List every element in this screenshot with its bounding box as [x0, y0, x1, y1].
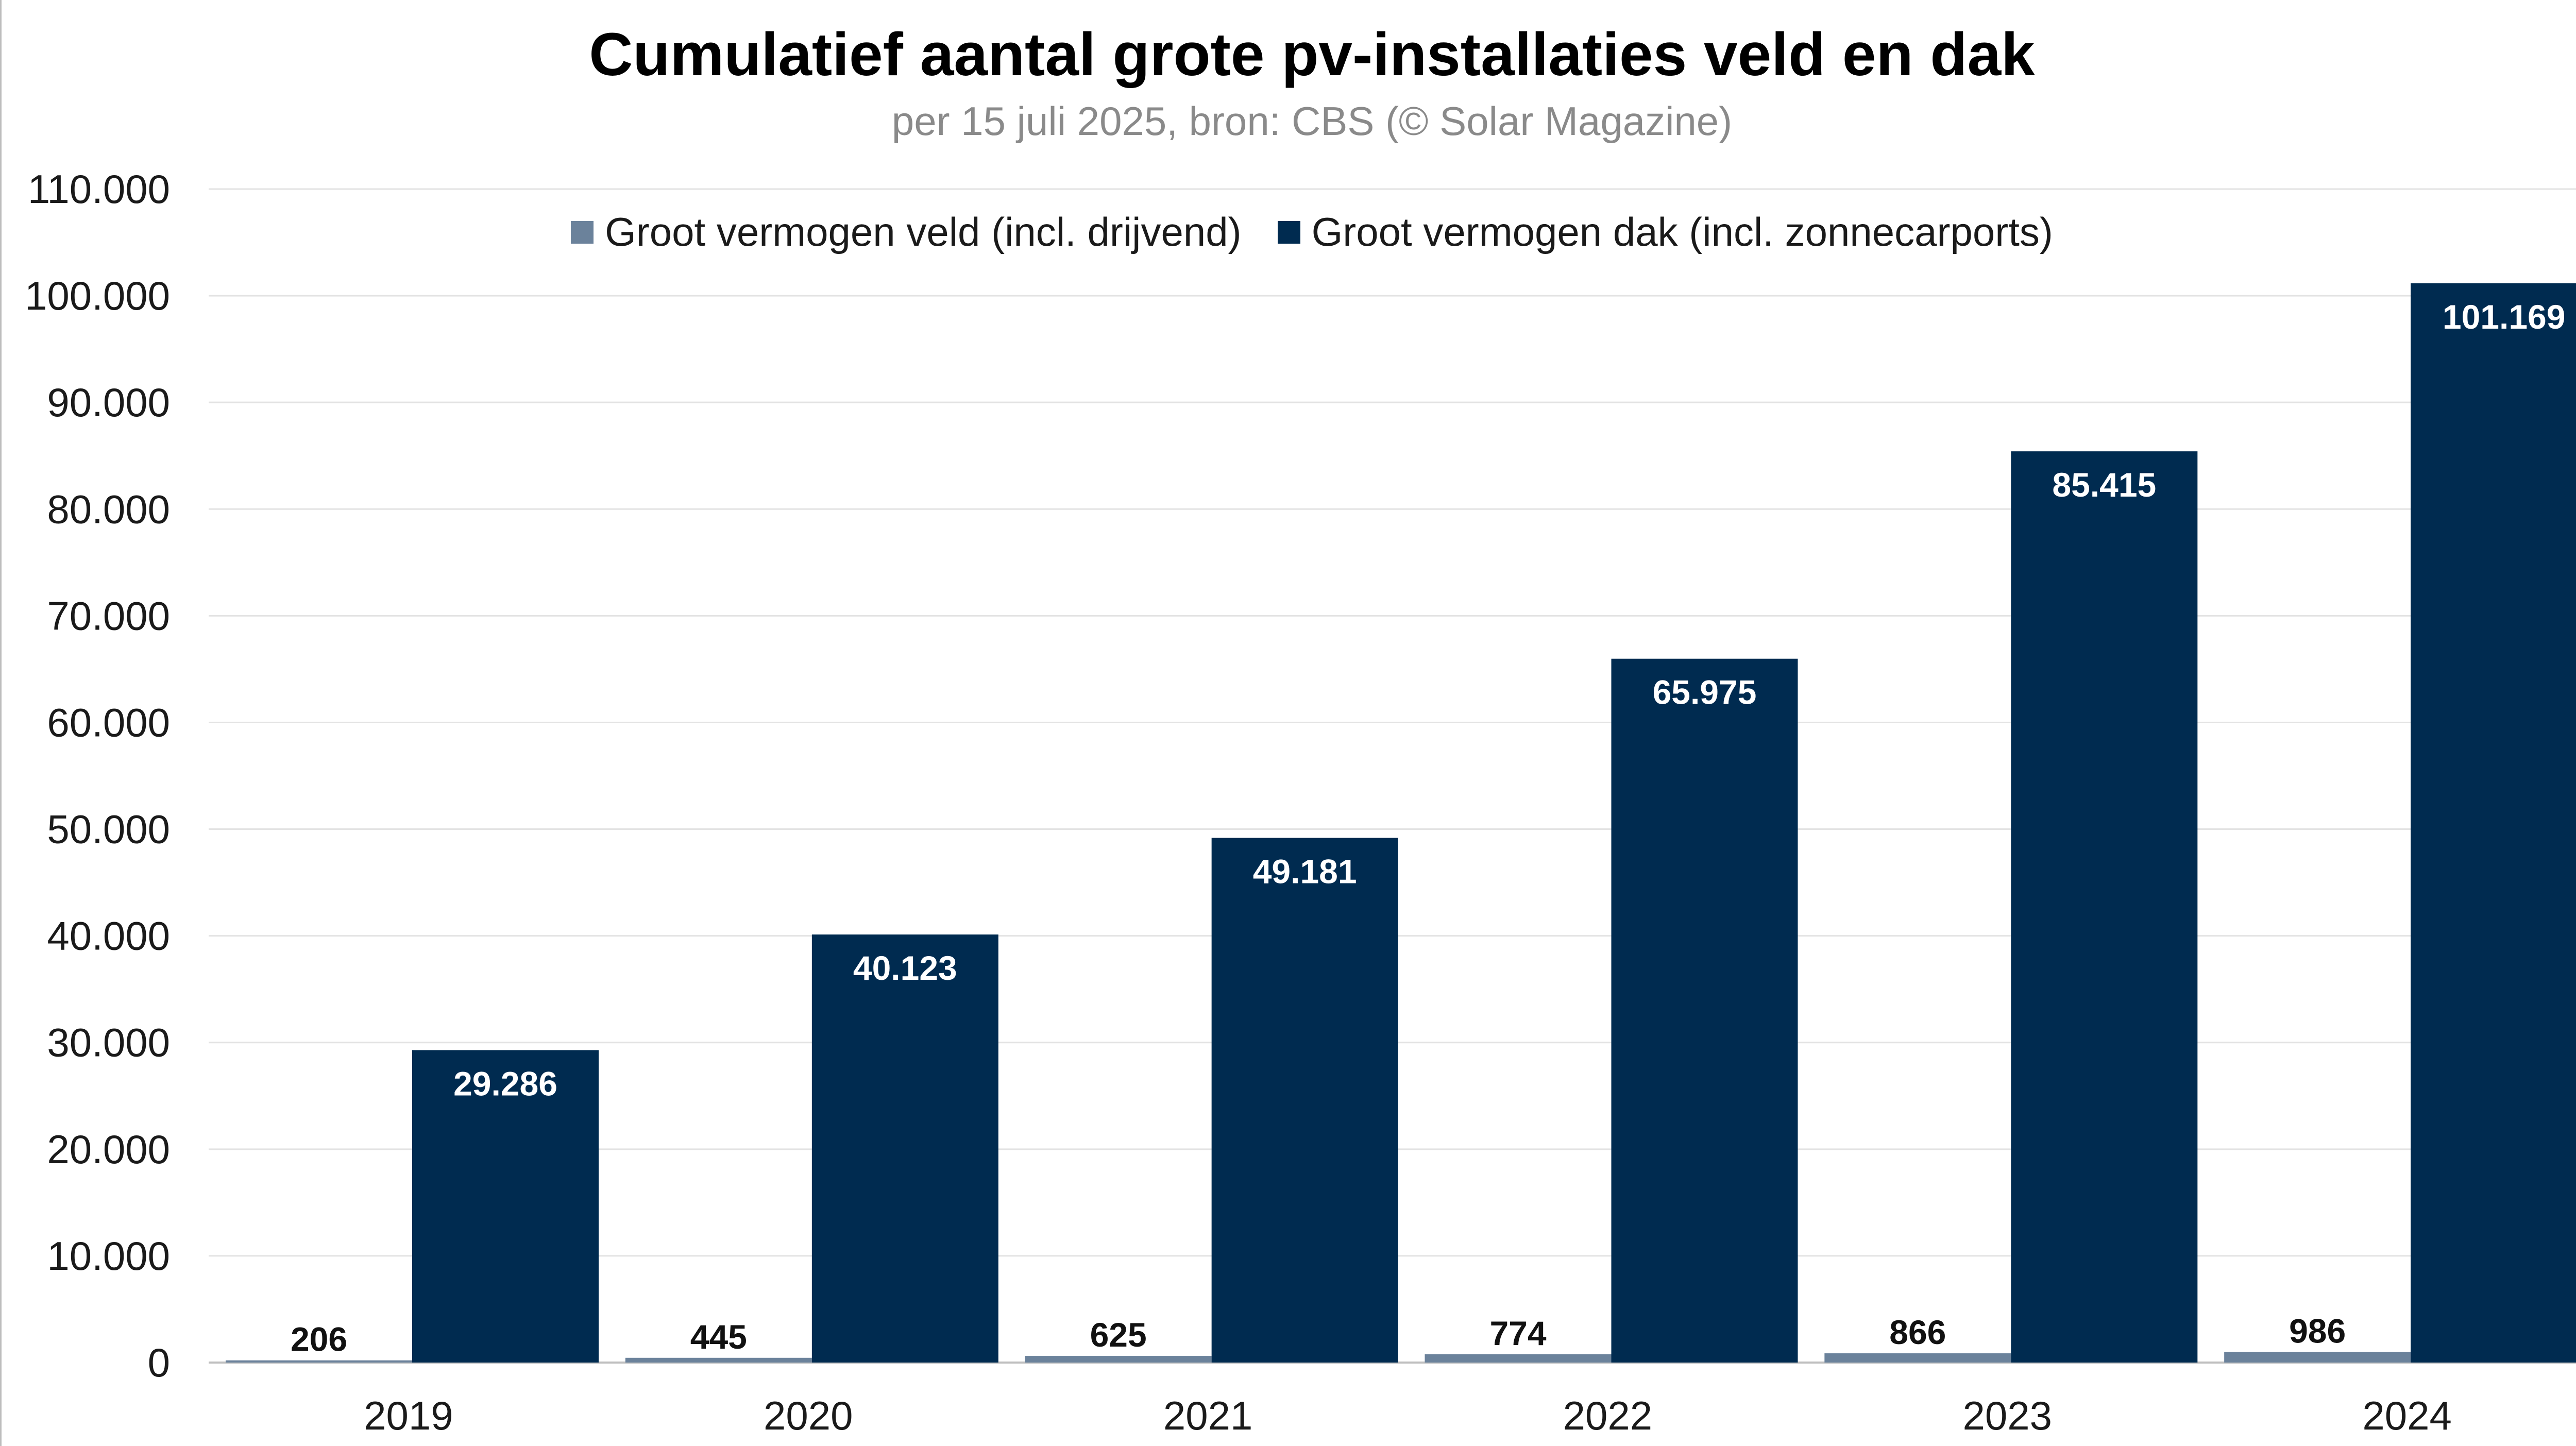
legend-item-dak: Groot vermogen dak (incl. zonnecarports)	[1277, 209, 2053, 256]
bar-dak-2022	[1611, 658, 1798, 1363]
y-tick-label: 90.000	[47, 380, 170, 425]
gridlines	[209, 188, 2576, 1364]
x-tick-label-2020: 2020	[764, 1393, 853, 1438]
data-label-veld-2022: 774	[1489, 1314, 1546, 1352]
y-tick-label: 110.000	[28, 166, 170, 212]
x-tick-label-2021: 2021	[1163, 1393, 1253, 1438]
data-label-dak-2021: 49.181	[1253, 853, 1357, 891]
data-label-dak-2024: 101.169	[2443, 298, 2566, 336]
data-label-dak-2019: 29.286	[453, 1065, 557, 1103]
bar-dak-2023	[2011, 451, 2198, 1363]
y-tick-label: 0	[148, 1340, 170, 1385]
x-tick-label-2023: 2023	[1962, 1393, 2052, 1438]
data-label-veld-2023: 866	[1889, 1313, 1946, 1351]
y-tick-label: 60.000	[47, 700, 170, 745]
data-label-dak-2022: 65.975	[1653, 673, 1757, 711]
bar-veld-2021	[1025, 1356, 1212, 1363]
chart-legend: Groot vermogen veld (incl. drijvend) Gro…	[0, 209, 2576, 256]
y-tick-label: 50.000	[47, 807, 170, 852]
x-tick-label-2019: 2019	[364, 1393, 453, 1438]
bar-veld-2023	[1824, 1353, 2011, 1363]
y-tick-label: 30.000	[47, 1020, 170, 1065]
chart-title: Cumulatief aantal grote pv-installaties …	[589, 21, 2035, 89]
legend-swatch-dak	[1277, 220, 1300, 244]
data-label-dak-2020: 40.123	[853, 949, 957, 987]
x-axis: 2019 2020 2021 2022 2023 2024	[364, 1393, 2452, 1438]
y-tick-label: 20.000	[47, 1127, 170, 1172]
y-tick-label: 10.000	[47, 1233, 170, 1279]
bars: 206 29.286 445 40.123 625 49.181 774 65.975 866 8…	[226, 283, 2576, 1363]
legend-swatch-veld	[571, 220, 594, 244]
bar-veld-2019	[226, 1360, 412, 1363]
legend-label-veld: Groot vermogen veld (incl. drijvend)	[605, 209, 1242, 254]
chart-subtitle: per 15 juli 2025, bron: CBS (© Solar Mag…	[891, 98, 1733, 144]
y-tick-label: 70.000	[47, 593, 170, 638]
bar-veld-2022	[1425, 1354, 1612, 1363]
legend-item-veld: Groot vermogen veld (incl. drijvend)	[571, 209, 1242, 256]
data-label-veld-2019: 206	[291, 1320, 347, 1358]
bar-dak-2021	[1211, 838, 1398, 1363]
y-tick-label: 80.000	[47, 486, 170, 532]
data-label-dak-2023: 85.415	[2052, 466, 2156, 504]
bar-dak-2024	[2411, 283, 2576, 1363]
y-axis: 0 10.000 20.000 30.000 40.000 50.000 60.000 70.…	[25, 166, 170, 1385]
data-label-veld-2020: 445	[690, 1318, 747, 1356]
data-label-veld-2021: 625	[1090, 1316, 1147, 1354]
x-tick-label-2022: 2022	[1563, 1393, 1653, 1438]
bar-dak-2019	[412, 1050, 599, 1363]
x-tick-label-2024: 2024	[2362, 1393, 2452, 1438]
bar-dak-2020	[811, 934, 998, 1363]
data-label-veld-2024: 986	[2289, 1312, 2346, 1350]
bar-veld-2024	[2224, 1352, 2411, 1363]
y-tick-label: 100.000	[25, 273, 170, 318]
bar-veld-2020	[625, 1357, 812, 1363]
legend-label-dak: Groot vermogen dak (incl. zonnecarports)	[1311, 209, 2053, 254]
y-tick-label: 40.000	[47, 913, 170, 959]
